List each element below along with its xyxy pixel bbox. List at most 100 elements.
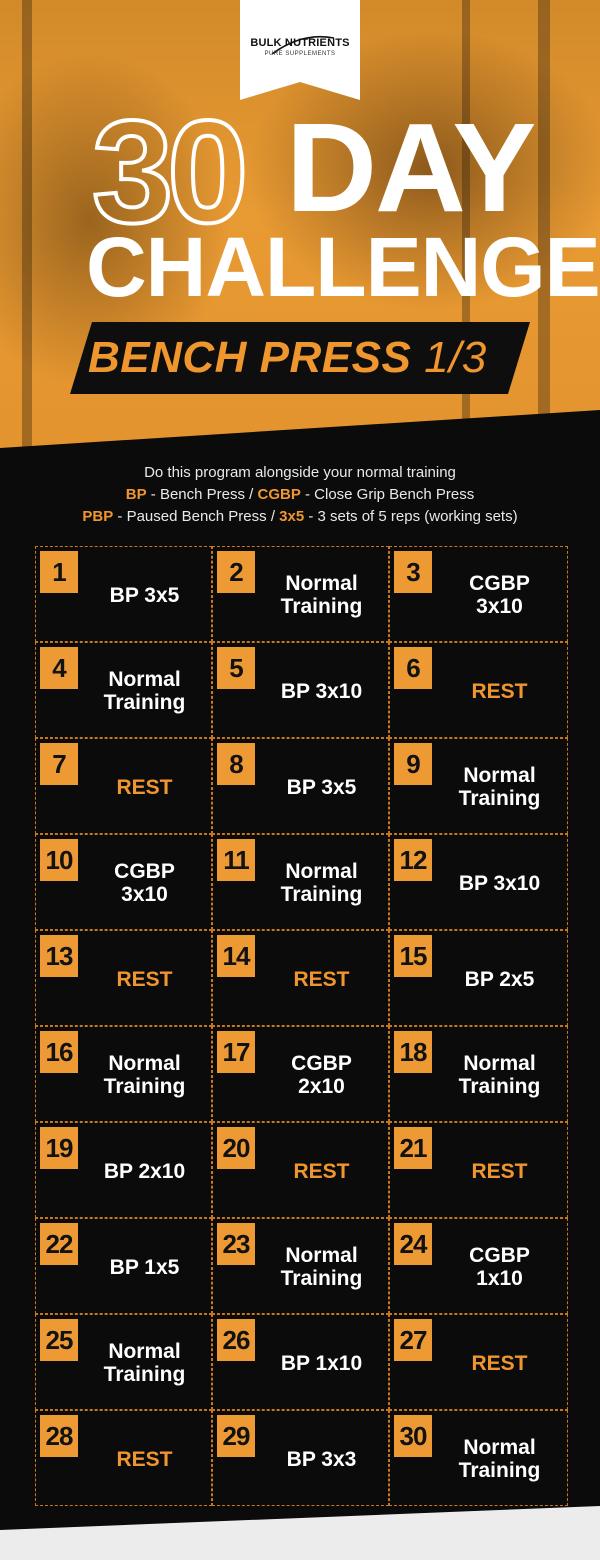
- background-rack-bar: [538, 0, 550, 470]
- title-day: DAY: [286, 97, 536, 238]
- day-number: 1: [40, 551, 78, 593]
- day-cell: 21 REST: [389, 1122, 568, 1218]
- day-number: 8: [217, 743, 255, 785]
- day-cell: 20 REST: [212, 1122, 389, 1218]
- subtitle-main: BENCH PRESS: [88, 333, 412, 382]
- rest-label: REST: [471, 679, 528, 703]
- workout-label: BP 3x5: [286, 775, 357, 799]
- rest-label: REST: [471, 1159, 528, 1183]
- day-cell: 13 REST: [35, 930, 212, 1026]
- day-cell: 3 CGBP 3x10: [389, 546, 568, 642]
- workout-label: Normal Training: [458, 764, 541, 810]
- abbr-3x5: 3x5: [279, 508, 305, 525]
- day-cell: 15 BP 2x5: [389, 930, 568, 1026]
- day-number: 12: [394, 839, 432, 881]
- abbr-pbp: PBP: [82, 508, 114, 525]
- workout-label: BP 2x10: [103, 1159, 186, 1183]
- day-number: 10: [40, 839, 78, 881]
- day-cell: 10 CGBP 3x10: [35, 834, 212, 930]
- workout-label: BP 2x5: [464, 967, 535, 991]
- rest-label: REST: [293, 1159, 350, 1183]
- day-cell: 17 CGBP 2x10: [212, 1026, 389, 1122]
- day-cell: 6 REST: [389, 642, 568, 738]
- rest-label: REST: [116, 775, 173, 799]
- workout-label: Normal Training: [103, 1340, 186, 1386]
- hero-bottom-edge: [0, 410, 600, 470]
- day-number: 27: [394, 1319, 432, 1361]
- workout-label: BP 3x10: [458, 871, 541, 895]
- day-cell: 7 REST: [35, 738, 212, 834]
- day-number: 14: [217, 935, 255, 977]
- day-cell: 22 BP 1x5: [35, 1218, 212, 1314]
- background-rack-bar: [22, 0, 32, 470]
- day-cell: 18 Normal Training: [389, 1026, 568, 1122]
- def-bp: - Bench Press /: [146, 486, 258, 503]
- day-cell: 5 BP 3x10: [212, 642, 389, 738]
- intro-line-1: Do this program alongside your normal tr…: [144, 464, 456, 481]
- workout-label: Normal Training: [458, 1052, 541, 1098]
- day-grid: 1 BP 3x5 2 Normal Training 3 CGBP 3x10 4 Normal…: [35, 546, 568, 1506]
- day-number: 16: [40, 1031, 78, 1073]
- workout-label: CGBP 3x10: [469, 572, 530, 618]
- workout-label: Normal Training: [280, 1244, 363, 1290]
- rest-label: REST: [471, 1351, 528, 1375]
- brand-tagline: PURE SUPPLEMENTS: [264, 51, 336, 57]
- intro-line-3: PBP - Paused Bench Press / 3x5 - 3 sets …: [0, 506, 600, 528]
- workout-label: BP 3x3: [286, 1447, 357, 1471]
- day-number: 23: [217, 1223, 255, 1265]
- day-number: 3: [394, 551, 432, 593]
- abbr-cgbp: CGBP: [257, 486, 301, 503]
- day-number: 21: [394, 1127, 432, 1169]
- subtitle: BENCH PRESS 1/3: [88, 328, 487, 388]
- workout-label: Normal Training: [280, 572, 363, 618]
- workout-label: BP 3x5: [109, 583, 180, 607]
- day-cell: 27 REST: [389, 1314, 568, 1410]
- day-number: 7: [40, 743, 78, 785]
- day-number: 18: [394, 1031, 432, 1073]
- day-cell: 14 REST: [212, 930, 389, 1026]
- day-number: 2: [217, 551, 255, 593]
- def-3x5: - 3 sets of 5 reps (working sets): [304, 508, 518, 525]
- day-cell: 9 Normal Training: [389, 738, 568, 834]
- workout-label: CGBP 1x10: [469, 1244, 530, 1290]
- def-pbp: - Paused Bench Press /: [113, 508, 280, 525]
- day-number: 13: [40, 935, 78, 977]
- brand-name: BULK NUTRIENTS: [250, 37, 350, 49]
- day-cell: 16 Normal Training: [35, 1026, 212, 1122]
- day-cell: 2 Normal Training: [212, 546, 389, 642]
- workout-label: BP 1x5: [109, 1255, 180, 1279]
- day-cell: 1 BP 3x5: [35, 546, 212, 642]
- subtitle-fraction: 1/3: [424, 333, 487, 382]
- day-cell: 19 BP 2x10: [35, 1122, 212, 1218]
- day-number: 9: [394, 743, 432, 785]
- rest-label: REST: [293, 967, 350, 991]
- day-number: 19: [40, 1127, 78, 1169]
- day-cell: 30 Normal Training: [389, 1410, 568, 1506]
- day-number: 6: [394, 647, 432, 689]
- intro-text: Do this program alongside your normal tr…: [0, 462, 600, 528]
- day-number: 29: [217, 1415, 255, 1457]
- day-cell: 11 Normal Training: [212, 834, 389, 930]
- day-cell: 23 Normal Training: [212, 1218, 389, 1314]
- day-number: 20: [217, 1127, 255, 1169]
- workout-label: Normal Training: [103, 1052, 186, 1098]
- logo-swoosh-icon: [271, 35, 335, 55]
- day-number: 11: [217, 839, 255, 881]
- day-cell: 28 REST: [35, 1410, 212, 1506]
- workout-label: Normal Training: [280, 860, 363, 906]
- def-cgbp: - Close Grip Bench Press: [300, 486, 475, 503]
- day-number: 17: [217, 1031, 255, 1073]
- day-number: 22: [40, 1223, 78, 1265]
- svg-text:30: 30: [92, 104, 243, 234]
- day-number: 26: [217, 1319, 255, 1361]
- day-cell: 12 BP 3x10: [389, 834, 568, 930]
- day-cell: 25 Normal Training: [35, 1314, 212, 1410]
- workout-label: BP 3x10: [280, 679, 363, 703]
- rest-label: REST: [116, 967, 173, 991]
- footer-strip: [0, 1506, 600, 1560]
- background-rack-bar: [462, 0, 470, 470]
- day-number: 4: [40, 647, 78, 689]
- day-number: 15: [394, 935, 432, 977]
- day-cell: 26 BP 1x10: [212, 1314, 389, 1410]
- title-number-outline: 30: [90, 104, 251, 234]
